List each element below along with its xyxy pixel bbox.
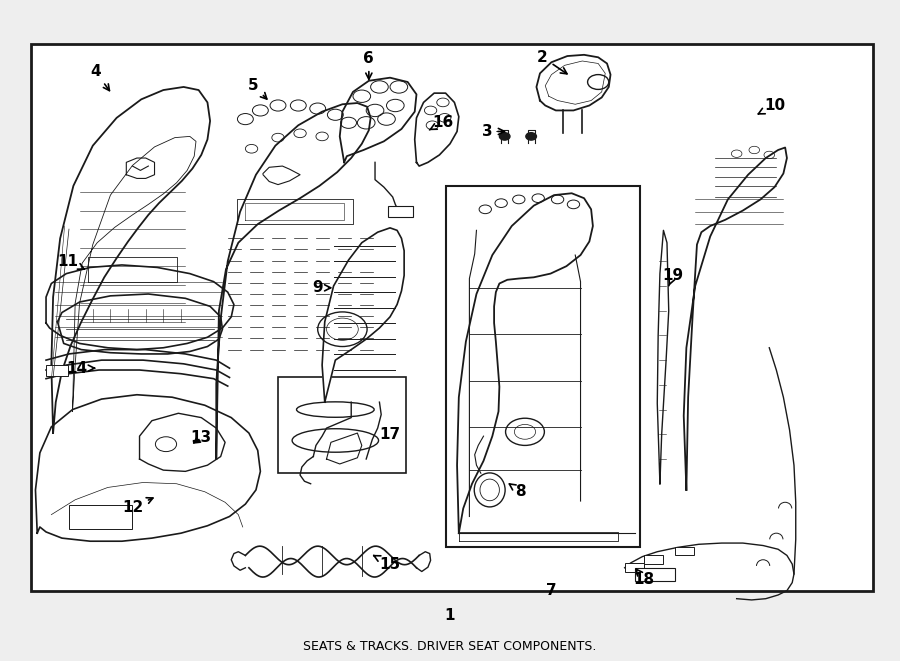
- Bar: [69, 506, 132, 529]
- Polygon shape: [684, 147, 787, 490]
- Text: 18: 18: [634, 569, 654, 587]
- Text: 9: 9: [312, 280, 330, 295]
- Text: 16: 16: [429, 115, 454, 130]
- Bar: [31, 44, 873, 591]
- Text: 13: 13: [191, 430, 211, 446]
- Polygon shape: [216, 103, 371, 459]
- Polygon shape: [340, 78, 417, 163]
- Text: 4: 4: [90, 64, 110, 91]
- Text: SEATS & TRACKS. DRIVER SEAT COMPONENTS.: SEATS & TRACKS. DRIVER SEAT COMPONENTS.: [303, 640, 597, 653]
- Polygon shape: [46, 265, 234, 350]
- Text: 11: 11: [58, 254, 85, 269]
- Polygon shape: [536, 55, 610, 110]
- Text: 5: 5: [248, 77, 266, 99]
- Bar: [644, 555, 663, 564]
- Ellipse shape: [474, 473, 505, 507]
- Polygon shape: [415, 93, 459, 166]
- Polygon shape: [140, 413, 225, 471]
- Polygon shape: [457, 193, 593, 533]
- Bar: [446, 186, 640, 547]
- Ellipse shape: [480, 479, 500, 501]
- Bar: [635, 568, 675, 582]
- Text: 14: 14: [67, 361, 94, 375]
- Text: 10: 10: [758, 98, 785, 114]
- Bar: [675, 547, 694, 555]
- Polygon shape: [322, 228, 404, 402]
- Text: 2: 2: [537, 50, 567, 74]
- Text: 1: 1: [445, 608, 455, 623]
- Text: 17: 17: [380, 427, 400, 442]
- Bar: [278, 377, 406, 473]
- Text: 6: 6: [364, 51, 374, 79]
- Text: 7: 7: [546, 583, 557, 598]
- Text: 8: 8: [509, 484, 526, 499]
- Ellipse shape: [296, 402, 374, 417]
- Circle shape: [526, 133, 536, 140]
- Bar: [388, 206, 413, 217]
- Polygon shape: [657, 230, 669, 484]
- Bar: [46, 365, 68, 376]
- Bar: [625, 563, 644, 572]
- Circle shape: [500, 133, 510, 140]
- Polygon shape: [35, 395, 260, 541]
- Text: 3: 3: [482, 124, 505, 139]
- Polygon shape: [58, 294, 222, 354]
- Text: 12: 12: [122, 498, 153, 515]
- Polygon shape: [51, 87, 210, 433]
- Ellipse shape: [292, 429, 379, 452]
- Text: 19: 19: [662, 268, 684, 286]
- Text: 15: 15: [374, 555, 400, 572]
